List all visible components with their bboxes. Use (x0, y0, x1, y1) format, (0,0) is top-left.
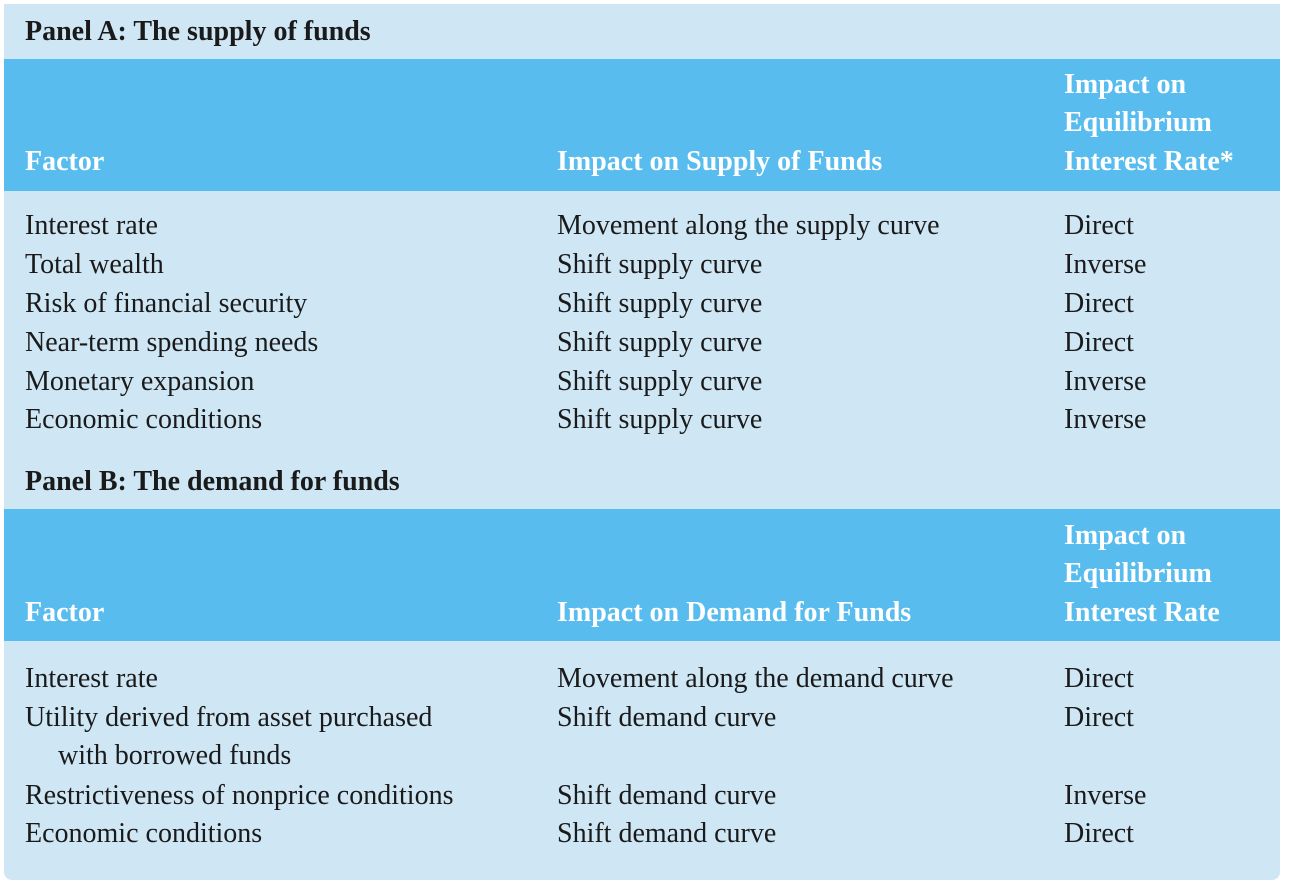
row-impact: Shift supply curve (557, 366, 763, 397)
row-factor-continuation: with borrowed funds (58, 740, 292, 771)
row-factor: Restrictiveness of nonprice conditions (25, 780, 454, 811)
panel-a-header-equilibrium-1: Impact on (1064, 69, 1187, 100)
panel-b-header-equilibrium-3: Interest Rate (1064, 597, 1220, 628)
row-equilibrium: Direct (1064, 327, 1134, 358)
row-equilibrium: Direct (1064, 818, 1134, 849)
panel-a-title: Panel A: The supply of funds (25, 16, 371, 47)
factors-table: Panel A: The supply of funds Factor Impa… (4, 4, 1280, 880)
row-impact: Movement along the demand curve (557, 663, 954, 694)
panel-b-title: Panel B: The demand for funds (25, 466, 400, 497)
row-equilibrium: Direct (1064, 210, 1134, 241)
row-factor: Economic conditions (25, 818, 263, 849)
row-factor: Risk of financial security (25, 288, 308, 319)
row-equilibrium: Inverse (1064, 249, 1147, 280)
panel-b-header-band: Factor Impact on Demand for Funds Impact… (4, 509, 1280, 641)
row-equilibrium: Direct (1064, 288, 1134, 319)
row-factor: Utility derived from asset purchased (25, 702, 433, 733)
row-impact: Shift demand curve (557, 702, 777, 733)
panel-a-header-impact: Impact on Supply of Funds (557, 146, 883, 177)
row-impact: Shift supply curve (557, 249, 763, 280)
row-impact: Shift demand curve (557, 818, 777, 849)
panel-b-header-equilibrium-2: Equilibrium (1064, 558, 1212, 589)
row-factor: Monetary expansion (25, 366, 255, 397)
panel-a-header-equilibrium-2: Equilibrium (1064, 107, 1212, 138)
panel-b-header-factor: Factor (25, 597, 105, 628)
panel-b-header-impact: Impact on Demand for Funds (557, 597, 912, 628)
row-equilibrium: Inverse (1064, 404, 1147, 435)
row-equilibrium: Inverse (1064, 366, 1147, 397)
panel-a-header-factor: Factor (25, 146, 105, 177)
row-equilibrium: Direct (1064, 663, 1134, 694)
row-impact: Shift supply curve (557, 404, 763, 435)
panel-a-header-equilibrium-3: Interest Rate* (1064, 146, 1234, 177)
row-factor: Economic conditions (25, 404, 263, 435)
row-impact: Movement along the supply curve (557, 210, 940, 241)
row-factor: Interest rate (25, 663, 158, 694)
row-factor: Interest rate (25, 210, 158, 241)
row-impact: Shift demand curve (557, 780, 777, 811)
row-factor: Total wealth (25, 249, 164, 280)
row-impact: Shift supply curve (557, 288, 763, 319)
panel-b-header-equilibrium-1: Impact on (1064, 520, 1187, 551)
row-equilibrium: Inverse (1064, 780, 1147, 811)
row-factor: Near-term spending needs (25, 327, 319, 358)
panel-a-header-band: Factor Impact on Supply of Funds Impact … (4, 59, 1280, 191)
row-equilibrium: Direct (1064, 702, 1134, 733)
row-impact: Shift supply curve (557, 327, 763, 358)
